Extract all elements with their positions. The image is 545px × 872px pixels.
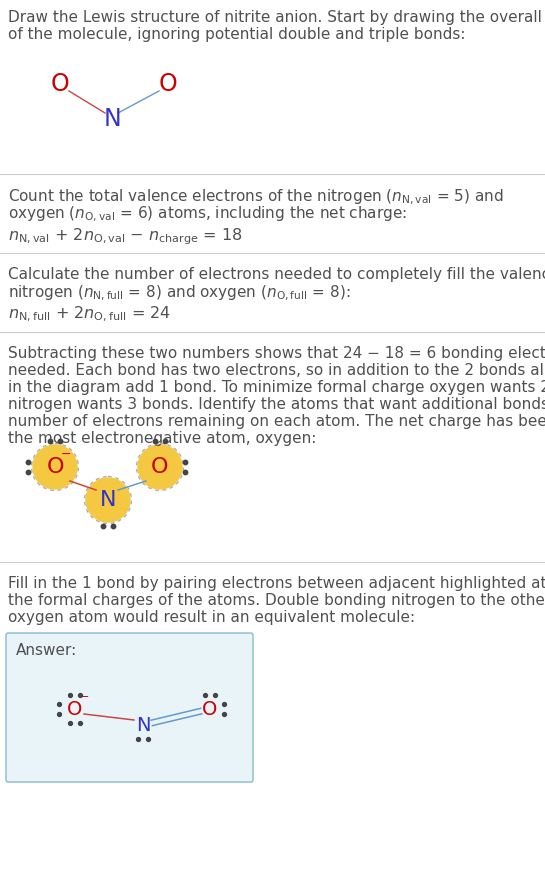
Text: number of electrons remaining on each atom. The net charge has been given to: number of electrons remaining on each at… <box>8 414 545 429</box>
Text: needed. Each bond has two electrons, so in addition to the 2 bonds already prese: needed. Each bond has two electrons, so … <box>8 363 545 378</box>
Text: $\mathit{n}_{\mathrm{N,full}}$ + 2$\mathit{n}_{\mathrm{O,full}}$ = 24: $\mathit{n}_{\mathrm{N,full}}$ + 2$\math… <box>8 305 171 324</box>
Text: Subtracting these two numbers shows that 24 − 18 = 6 bonding electrons are: Subtracting these two numbers shows that… <box>8 346 545 361</box>
Text: Draw the Lewis structure of nitrite anion. Start by drawing the overall structur: Draw the Lewis structure of nitrite anio… <box>8 10 545 25</box>
Text: oxygen atom would result in an equivalent molecule:: oxygen atom would result in an equivalen… <box>8 610 415 625</box>
Text: O: O <box>152 457 169 477</box>
Text: Calculate the number of electrons needed to completely fill the valence shells f: Calculate the number of electrons needed… <box>8 267 545 282</box>
Circle shape <box>138 445 182 489</box>
Text: N: N <box>103 107 121 131</box>
Text: of the molecule, ignoring potential double and triple bonds:: of the molecule, ignoring potential doub… <box>8 27 465 42</box>
Text: $\mathit{n}_{\mathrm{N,val}}$ + 2$\mathit{n}_{\mathrm{O,val}}$ − $\mathit{n}_{\m: $\mathit{n}_{\mathrm{N,val}}$ + 2$\mathi… <box>8 226 243 247</box>
Text: Count the total valence electrons of the nitrogen ($\mathit{n}_{\mathrm{N,val}}$: Count the total valence electrons of the… <box>8 188 504 208</box>
Text: −: − <box>60 447 71 460</box>
Text: the formal charges of the atoms. Double bonding nitrogen to the other highlighte: the formal charges of the atoms. Double … <box>8 593 545 608</box>
Text: nitrogen ($\mathit{n}_{\mathrm{N,full}}$ = 8) and oxygen ($\mathit{n}_{\mathrm{O: nitrogen ($\mathit{n}_{\mathrm{N,full}}$… <box>8 284 350 303</box>
Text: Answer:: Answer: <box>16 643 77 658</box>
Text: N: N <box>136 716 150 734</box>
Circle shape <box>86 478 130 522</box>
Text: oxygen ($\mathit{n}_{\mathrm{O,val}}$ = 6) atoms, including the net charge:: oxygen ($\mathit{n}_{\mathrm{O,val}}$ = … <box>8 205 407 224</box>
Text: the most electronegative atom, oxygen:: the most electronegative atom, oxygen: <box>8 431 317 446</box>
Text: O: O <box>51 72 69 96</box>
Text: O: O <box>68 699 83 719</box>
Text: −: − <box>80 692 90 702</box>
Text: Fill in the 1 bond by pairing electrons between adjacent highlighted atoms, noti: Fill in the 1 bond by pairing electrons … <box>8 576 545 591</box>
Text: nitrogen wants 3 bonds. Identify the atoms that want additional bonds and the: nitrogen wants 3 bonds. Identify the ato… <box>8 397 545 412</box>
Text: N: N <box>100 490 116 510</box>
Text: in the diagram add 1 bond. To minimize formal charge oxygen wants 2 bonds and: in the diagram add 1 bond. To minimize f… <box>8 380 545 395</box>
Circle shape <box>33 445 77 489</box>
Text: O: O <box>46 457 64 477</box>
Text: O: O <box>202 699 217 719</box>
FancyBboxPatch shape <box>6 633 253 782</box>
Text: O: O <box>159 72 177 96</box>
